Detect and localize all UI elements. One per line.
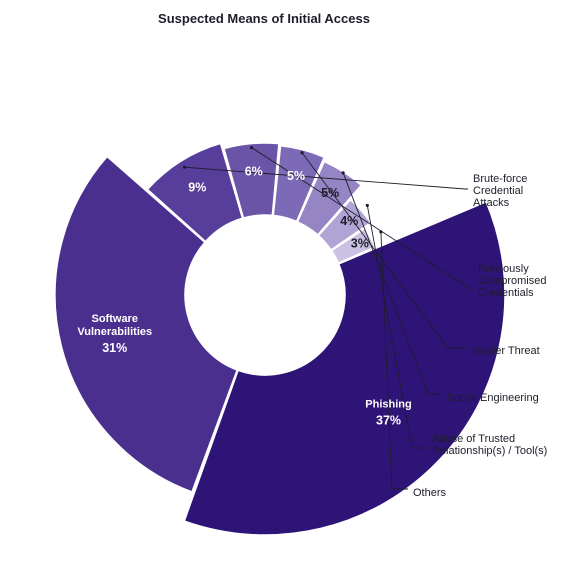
slice-label-brute-force-credential-attacks-line-1: Brute-force: [473, 173, 527, 185]
leader-line-insider-threat: [301, 152, 467, 349]
leader-line-previously-compromised-credentials: [251, 147, 473, 290]
slice-label-software-vulnerabilities-line-2: Vulnerabilities: [77, 326, 152, 338]
slice-value-phishing: 37%: [376, 413, 401, 427]
slice-labels: SoftwareVulnerabilities31%9%Brute-forceC…: [77, 146, 547, 499]
leader-dot-abuse-of-trusted-relationship-s-tool-s: [365, 203, 369, 208]
slice-label-abuse-of-trusted-relationship-s-tool-s-line-1: Abuse of Trusted: [432, 433, 515, 445]
slice-label-abuse-of-trusted-relationship-s-tool-s-line-2: Relationship(s) / Tool(s): [432, 445, 547, 457]
slice-label-software-vulnerabilities-line-1: Software: [92, 313, 138, 325]
slice-value-social-engineering: 5%: [321, 186, 339, 200]
slice-label-brute-force-credential-attacks-line-2: Credential: [473, 185, 523, 197]
slice-previously-compromised-credentials: [223, 142, 280, 219]
chart-title: Suspected Means of Initial Access: [158, 11, 370, 26]
slice-phishing: [183, 200, 506, 536]
slice-value-previously-compromised-credentials: 6%: [245, 165, 263, 179]
leader-line-abuse-of-trusted-relationship-s-tool-s: [366, 205, 427, 449]
slice-label-insider-threat-line-1: Insider Threat: [472, 345, 540, 357]
slice-label-brute-force-credential-attacks-line-3: Attacks: [473, 197, 510, 209]
slice-label-previously-compromised-credentials-line-2: Compromised: [478, 275, 546, 287]
slice-brute-force-credential-attacks: [146, 142, 244, 243]
slice-label-others-line-1: Others: [413, 487, 447, 499]
leader-dot-brute-force-credential-attacks: [182, 165, 187, 169]
slice-value-brute-force-credential-attacks: 9%: [188, 181, 206, 195]
slice-label-previously-compromised-credentials-line-1: Previously: [478, 263, 529, 275]
slice-abuse-of-trusted-relationship-s-tool-s: [317, 198, 372, 251]
slice-label-phishing-line-1: Phishing: [365, 398, 411, 410]
slice-value-others: 3%: [351, 236, 369, 250]
leader-line-social-engineering: [342, 172, 442, 395]
leader-line-others: [380, 231, 408, 490]
leader-dot-social-engineering: [341, 171, 345, 175]
slice-value-insider-threat: 5%: [287, 169, 305, 183]
leader-dot-others: [379, 230, 383, 234]
slice-value-abuse-of-trusted-relationship-s-tool-s: 4%: [340, 214, 358, 228]
leader-line-brute-force-credential-attacks: [184, 166, 468, 190]
slices: [54, 142, 506, 536]
slice-label-previously-compromised-credentials-line-3: Credentials: [478, 287, 534, 299]
slice-software-vulnerabilities: [54, 155, 239, 493]
slice-value-software-vulnerabilities: 31%: [102, 341, 127, 355]
slice-label-social-engineering-line-1: Social Engineering: [447, 392, 539, 404]
slice-others: [330, 227, 376, 265]
